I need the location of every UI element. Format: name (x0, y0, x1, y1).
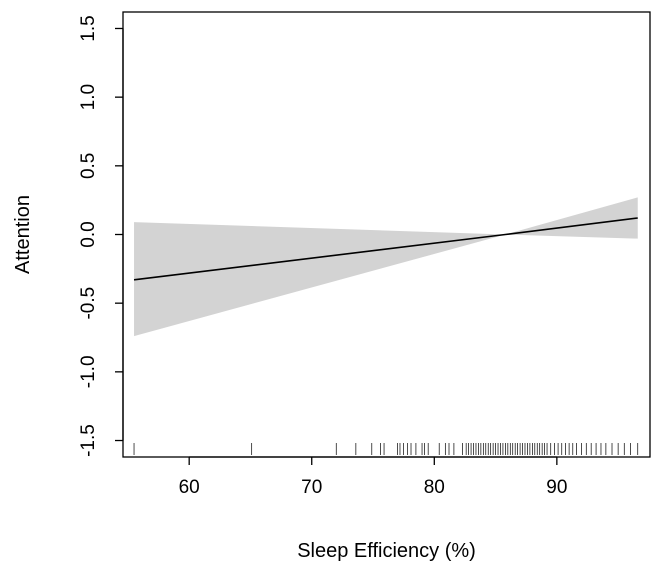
y-tick-label: -1.0 (78, 355, 99, 388)
y-tick-label: -0.5 (78, 287, 99, 320)
y-tick-label: 1.0 (78, 84, 99, 110)
x-tick-label: 70 (301, 477, 322, 498)
y-tick-label: 0.5 (78, 153, 99, 179)
regression-line-layer (133, 217, 638, 281)
confidence-band (134, 197, 638, 337)
x-axis-title: Sleep Efficiency (%) (297, 540, 476, 562)
confidence-band-layer (134, 197, 638, 337)
y-axis: -1.5 -1.0 -0.5 0.0 0.5 1.0 1.5 (78, 15, 124, 457)
y-tick-label: -1.5 (78, 424, 99, 457)
y-tick-label: 1.5 (78, 15, 99, 41)
x-tick-label: 90 (546, 477, 567, 498)
x-axis: 60 70 80 90 (179, 456, 567, 498)
rug-layer (133, 443, 639, 455)
x-tick-label: 80 (424, 477, 445, 498)
y-tick-label: 0.0 (78, 221, 99, 247)
x-tick-label: 60 (179, 477, 200, 498)
regression-line (133, 217, 638, 281)
y-axis-title: Attention (12, 195, 34, 274)
